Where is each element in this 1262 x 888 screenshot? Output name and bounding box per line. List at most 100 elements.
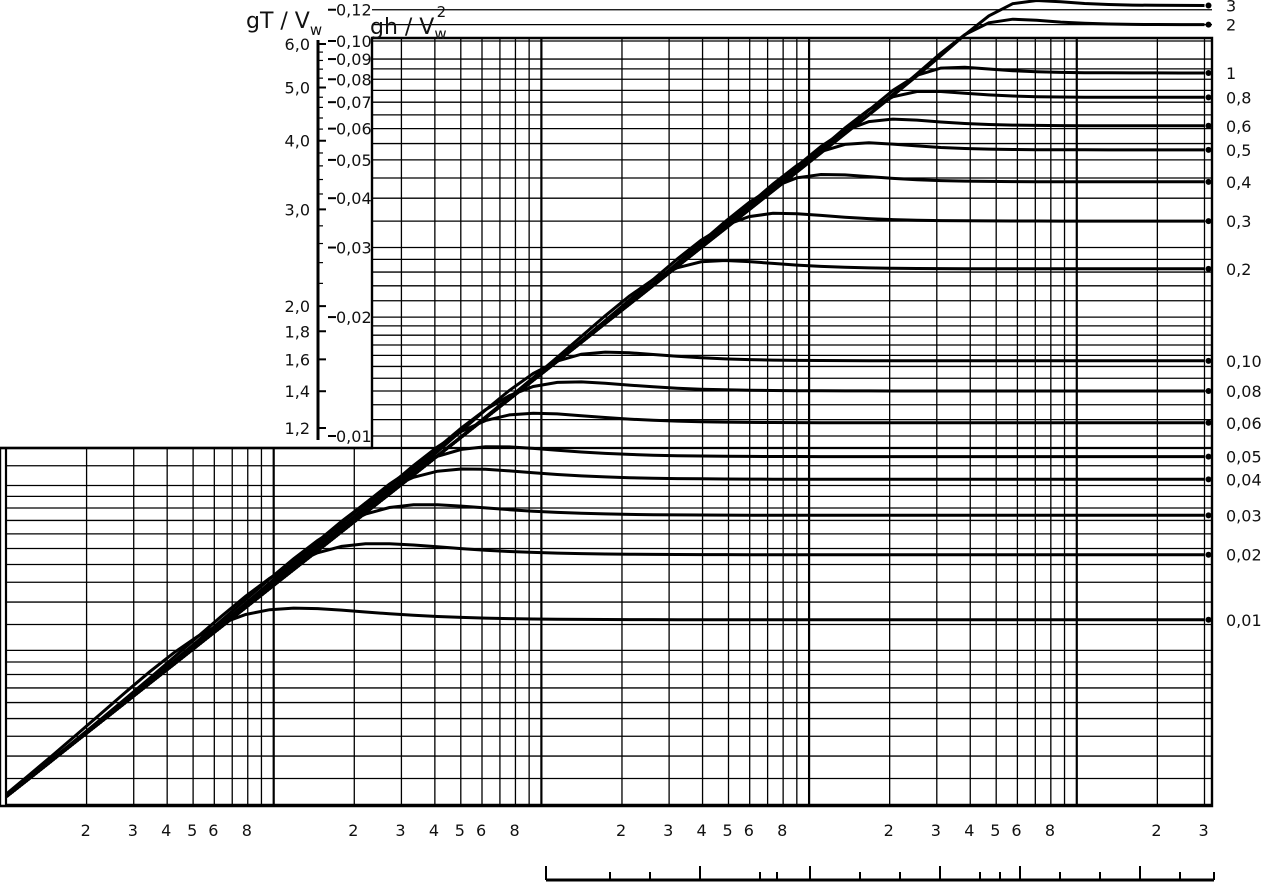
curve-end-dot <box>1205 387 1212 394</box>
curve-label: 0,8 <box>1226 88 1251 107</box>
x-tick-label: 2 <box>616 821 626 840</box>
x-tick-label: 3 <box>663 821 673 840</box>
curve-label: 0,5 <box>1226 141 1251 160</box>
x-tick-label: 5 <box>455 821 465 840</box>
x-tick-label: 2 <box>1151 821 1161 840</box>
x-tick-label: 8 <box>509 821 519 840</box>
height-tick-label: 0,01 <box>336 427 372 446</box>
x-tick-label: 2 <box>81 821 91 840</box>
curve-label: 2 <box>1226 16 1236 35</box>
curve-label: 0,4 <box>1226 173 1251 192</box>
period-axis: 6,0 5,0 4,0 3,0 2,0 1,8 1,6 1,4 1,2 <box>285 35 326 440</box>
curve-end-dot <box>1205 94 1212 101</box>
x-tick-label: 5 <box>187 821 197 840</box>
curve-label: 0,6 <box>1226 117 1251 136</box>
curve-end-dot <box>1205 2 1212 9</box>
chart-frame <box>0 36 1214 808</box>
curve-end-dot <box>1205 178 1212 185</box>
curve-end-dot <box>1205 512 1212 519</box>
curve-0-04 <box>5 467 1205 798</box>
curve-end-dot <box>1205 21 1212 28</box>
x-tick-label: 3 <box>128 821 138 840</box>
x-tick-label: 5 <box>722 821 732 840</box>
period-tick-label: 1,6 <box>285 350 310 369</box>
curve-label: 3 <box>1226 0 1236 15</box>
curve-0-03 <box>5 503 1205 798</box>
x-tick-label: 4 <box>697 821 707 840</box>
curve-end-dot <box>1205 476 1212 483</box>
x-tick-label: 3 <box>931 821 941 840</box>
x-tick-label: 8 <box>242 821 252 840</box>
x-tick-label: 6 <box>476 821 486 840</box>
period-tick-label: 1,2 <box>285 419 310 438</box>
x-tick-label: 3 <box>395 821 405 840</box>
curve-end-dot <box>1205 69 1212 76</box>
curve-0-06 <box>5 411 1205 798</box>
height-tick-label: 0,12 <box>336 1 372 20</box>
curve-0-5 <box>5 141 1205 798</box>
curve-labels: 32 1 0,8 0,6 0,5 0,4 0,3 0,2 0,10 0,08 0,06 0,05 0,0… <box>1205 0 1262 630</box>
curve-0-01 <box>5 606 1205 796</box>
curve-label: 0,04 <box>1226 470 1262 489</box>
x-tick-label: 2 <box>348 821 358 840</box>
x-tick-label: 8 <box>777 821 787 840</box>
x-tick-label: 4 <box>161 821 171 840</box>
curve-label: 0,02 <box>1226 546 1262 565</box>
height-tick-label: 0,08 <box>336 70 372 89</box>
period-tick-label: 2,0 <box>285 297 310 316</box>
curve-end-dot <box>1205 453 1212 460</box>
x-tick-label: 6 <box>208 821 218 840</box>
curve-label: 0,06 <box>1226 414 1262 433</box>
curve-label: 0,3 <box>1226 212 1251 231</box>
height-tick-label: 0,04 <box>336 189 372 208</box>
curve-label: 0,03 <box>1226 506 1262 525</box>
height-axis: 0,140,120,100,090,080,070,060,050,040,03… <box>328 1 372 446</box>
x-tick-label: 4 <box>429 821 439 840</box>
curve-end-dot <box>1205 419 1212 426</box>
height-tick-label: 0,05 <box>336 151 372 170</box>
grid-lines <box>4 9 1212 807</box>
curve-label: 0,05 <box>1226 448 1262 467</box>
curve-label: 0,01 <box>1226 611 1262 630</box>
curve-series <box>5 0 1205 798</box>
curve-end-dot <box>1205 122 1212 129</box>
x-tick-label: 8 <box>1045 821 1055 840</box>
curve-end-dot <box>1205 218 1212 225</box>
period-tick-label: 1,8 <box>285 322 310 341</box>
x-tick-label: 4 <box>964 821 974 840</box>
period-tick-label: 3,0 <box>285 200 310 219</box>
bottom-scale-bar <box>545 866 1215 882</box>
height-axis-title: gh / Vw2 <box>370 3 447 43</box>
curve-label: 0,2 <box>1226 260 1251 279</box>
period-tick-label: 6,0 <box>285 35 310 54</box>
curve-0-2 <box>5 258 1205 798</box>
period-axis-title: gT / Vw <box>246 9 322 39</box>
height-tick-label: 0,07 <box>336 93 372 112</box>
x-tick-label: 6 <box>1011 821 1021 840</box>
curve-end-dot <box>1205 616 1212 623</box>
x-tick-label: 2 <box>884 821 894 840</box>
curve-end-dot <box>1205 146 1212 153</box>
curve-label: 1 <box>1226 64 1236 83</box>
height-tick-label: 0,10 <box>336 32 372 51</box>
curve-0-08 <box>5 380 1205 798</box>
curve-0-02 <box>5 542 1205 798</box>
period-tick-label: 5,0 <box>285 79 310 98</box>
curve-2 <box>5 17 1205 798</box>
x-tick-label: 5 <box>990 821 1000 840</box>
height-tick-label: 0,09 <box>336 50 372 69</box>
curve-0-8 <box>5 90 1205 798</box>
curve-label: 0,10 <box>1226 352 1262 371</box>
period-tick-label: 1,4 <box>285 382 310 401</box>
period-tick-label: 4,0 <box>285 132 310 151</box>
curve-label: 0,08 <box>1226 382 1262 401</box>
curve-end-dot <box>1205 357 1212 364</box>
curve-end-dot <box>1205 265 1212 272</box>
x-tick-label: 6 <box>744 821 754 840</box>
curve-end-dot <box>1205 551 1212 558</box>
curve-3 <box>5 0 1205 798</box>
height-tick-label: 0,03 <box>336 239 372 258</box>
height-tick-label: 0,06 <box>336 120 372 139</box>
